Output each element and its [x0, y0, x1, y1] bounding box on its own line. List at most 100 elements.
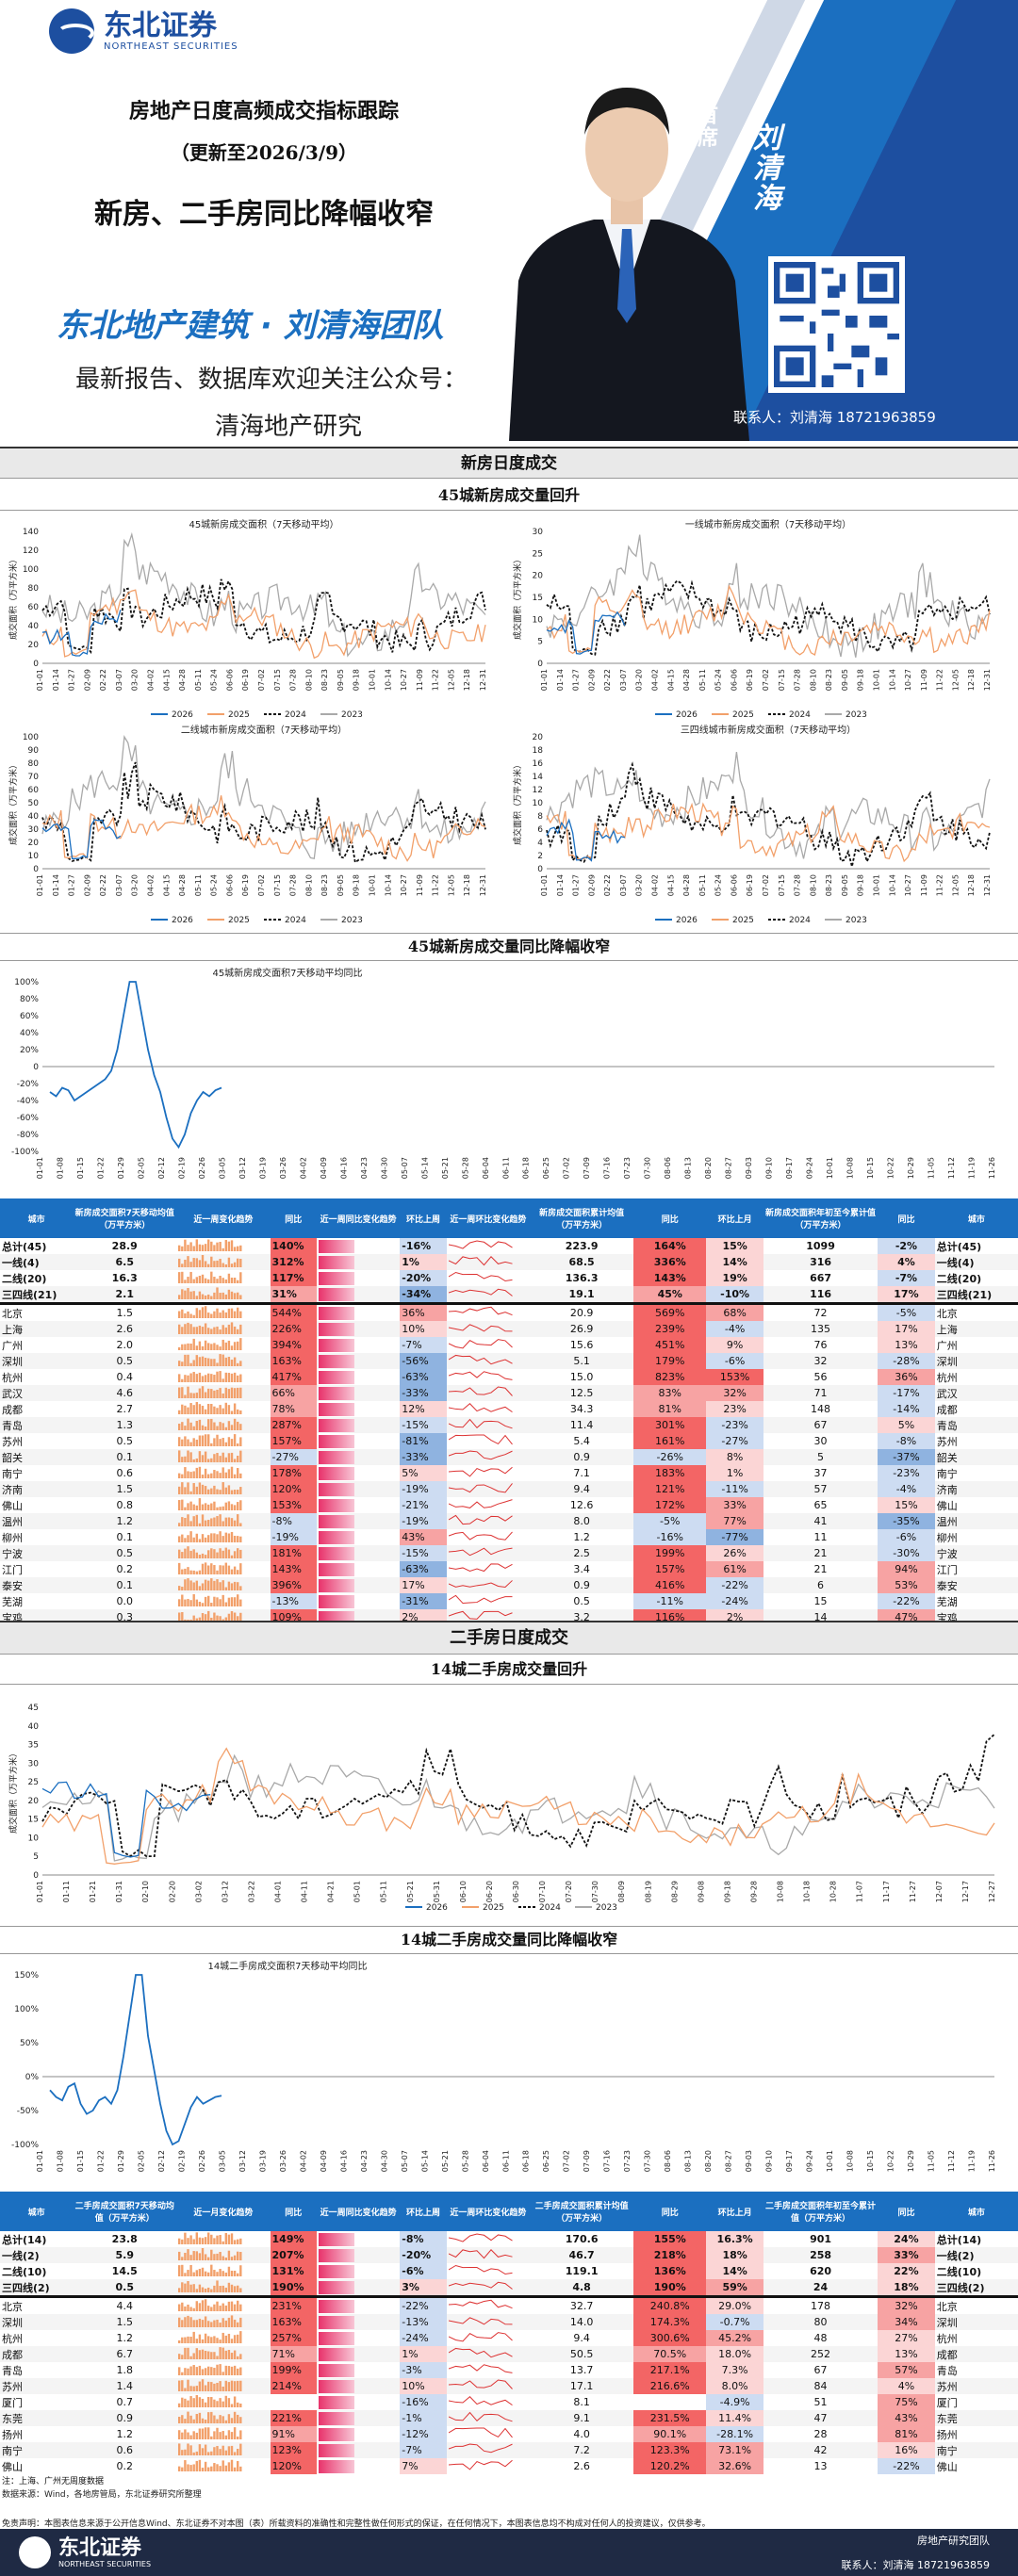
- spark-bar: [184, 1517, 187, 1526]
- mom-value: -0.7%: [706, 2314, 764, 2330]
- spark-bar: [239, 1450, 242, 1462]
- second-hand-section-title: 二手房日度成交: [0, 1621, 1018, 1655]
- spark-bar: [202, 2398, 205, 2407]
- spark-bar: [207, 1565, 210, 1574]
- spark-bar: [184, 1375, 187, 1382]
- trend-sparkline: [178, 2315, 242, 2327]
- yoy-x-label: 03-19: [258, 2150, 267, 2172]
- ytd-yoy: 81%: [878, 2426, 935, 2442]
- wow-trend: [447, 1561, 530, 1577]
- wow-value: 1%: [400, 1254, 447, 1270]
- yoy-heat: [317, 1302, 401, 1321]
- yoy-value: -19%: [270, 1529, 318, 1545]
- y-tick-label: 25: [28, 1778, 39, 1787]
- wow-value: 17%: [400, 1577, 447, 1593]
- wow-trend: [447, 1254, 530, 1270]
- x-tick-label: 02-09: [83, 874, 91, 896]
- spark-bar: [199, 2412, 202, 2423]
- spark-bar: [224, 1562, 228, 1574]
- yoy-x-label: 10-08: [846, 1157, 855, 1179]
- spark-bar: [219, 1422, 222, 1430]
- spark-bar: [231, 1569, 234, 1574]
- spark-bar: [231, 1439, 234, 1446]
- spark-bar: [184, 2317, 187, 2327]
- table-row: 杭州 1.2 257% -24% 9.4 300.6% 45.2% 48 27% 杭州: [0, 2330, 1018, 2346]
- x-tick-label: 12-05: [951, 874, 960, 896]
- spark-bar: [213, 1501, 216, 1510]
- mom-value: 77%: [706, 1513, 764, 1529]
- spark-line: [448, 1403, 513, 1413]
- yoy-x-label: 04-02: [299, 2150, 307, 2172]
- spark-bar: [219, 2449, 222, 2455]
- spark-bar: [224, 2257, 228, 2260]
- spark-bar: [213, 1596, 216, 1606]
- wow-trend: [447, 1321, 530, 1337]
- month-trend: [176, 2263, 270, 2279]
- cumulative-value: 2.6: [573, 2460, 590, 2472]
- x-tick-label: 08-10: [304, 669, 313, 691]
- heat-bar: [319, 1434, 355, 1448]
- spark-bar: [224, 1372, 228, 1382]
- spark-line: [448, 2249, 513, 2259]
- series-line-2023: [546, 534, 991, 658]
- city-name-right: 宁波: [936, 1547, 958, 1560]
- x-tick-label: 05-11: [194, 874, 203, 896]
- spark-bar: [239, 2380, 242, 2391]
- spark-bar: [228, 1389, 231, 1398]
- table-row: 总计(45) 28.9 140% -16% 223.9 164% 15% 1099 -2% 总计(…: [0, 1238, 1018, 1254]
- spark-bar: [178, 1423, 181, 1430]
- yoy-value: 226%: [270, 1321, 318, 1337]
- spark-bar: [207, 1489, 210, 1494]
- ytd-value: 56: [813, 1371, 828, 1383]
- spark-line: [448, 1499, 513, 1508]
- yoy-heat: [317, 1286, 400, 1304]
- spark-bar: [228, 1469, 231, 1478]
- month-trend: [176, 2458, 270, 2474]
- spark-bar: [231, 2459, 234, 2471]
- spark-bar: [178, 1374, 181, 1382]
- spark-bar: [205, 2427, 207, 2439]
- x-tick-label: 12-31: [479, 874, 487, 896]
- spark-bar: [231, 2257, 234, 2260]
- spark-bar: [239, 1295, 242, 1299]
- x-tick-label: 03-20: [131, 874, 140, 896]
- spark-bar: [202, 1553, 205, 1558]
- spark-bar: [189, 2415, 193, 2423]
- legend-label-2024: 2024: [539, 1903, 561, 1913]
- spark-bar: [219, 1599, 222, 1606]
- spark-bar: [202, 1327, 205, 1334]
- y-tick-label: 0: [33, 865, 39, 874]
- spark-bar: [184, 1538, 187, 1542]
- city-name-right: 二线(10): [936, 2265, 982, 2278]
- spark-bar: [237, 2368, 239, 2375]
- spark-bar: [178, 2265, 181, 2276]
- spark-bar: [195, 1258, 199, 1267]
- spark-bar: [231, 1611, 234, 1622]
- cumulative-value: 7.1: [573, 1467, 590, 1479]
- month-trend: [176, 2231, 270, 2247]
- cumulative-yoy: 239%: [633, 1321, 707, 1337]
- spark-bar: [228, 2266, 231, 2276]
- account-name: 清海地产研究: [215, 413, 363, 441]
- spark-bar: [234, 2304, 237, 2311]
- spark-bar: [237, 1329, 239, 1334]
- ytd-yoy: 57%: [878, 2362, 935, 2378]
- cumulative-yoy: -16%: [633, 1529, 707, 1545]
- month-trend: [176, 1433, 270, 1449]
- spark-bar: [216, 1362, 220, 1366]
- spark-bar: [195, 1420, 199, 1430]
- x-tick-label: 03-20: [635, 874, 644, 896]
- spark-bar: [178, 1272, 181, 1283]
- spark-bar: [192, 2398, 196, 2407]
- spark-bar: [222, 1278, 225, 1283]
- yoy-x-label: 10-22: [887, 2150, 895, 2172]
- spark-bar: [205, 2299, 207, 2311]
- y-tick-label: 70: [28, 773, 40, 782]
- mom-value: 73.1%: [706, 2442, 764, 2458]
- spark-bar: [192, 2307, 196, 2311]
- trend-sparkline: [178, 1255, 242, 1267]
- ytd-value: 80: [813, 2316, 828, 2328]
- spark-bar: [224, 2365, 228, 2375]
- trend-sparkline: [448, 2317, 513, 2325]
- column-header: 环比上周: [406, 2208, 441, 2218]
